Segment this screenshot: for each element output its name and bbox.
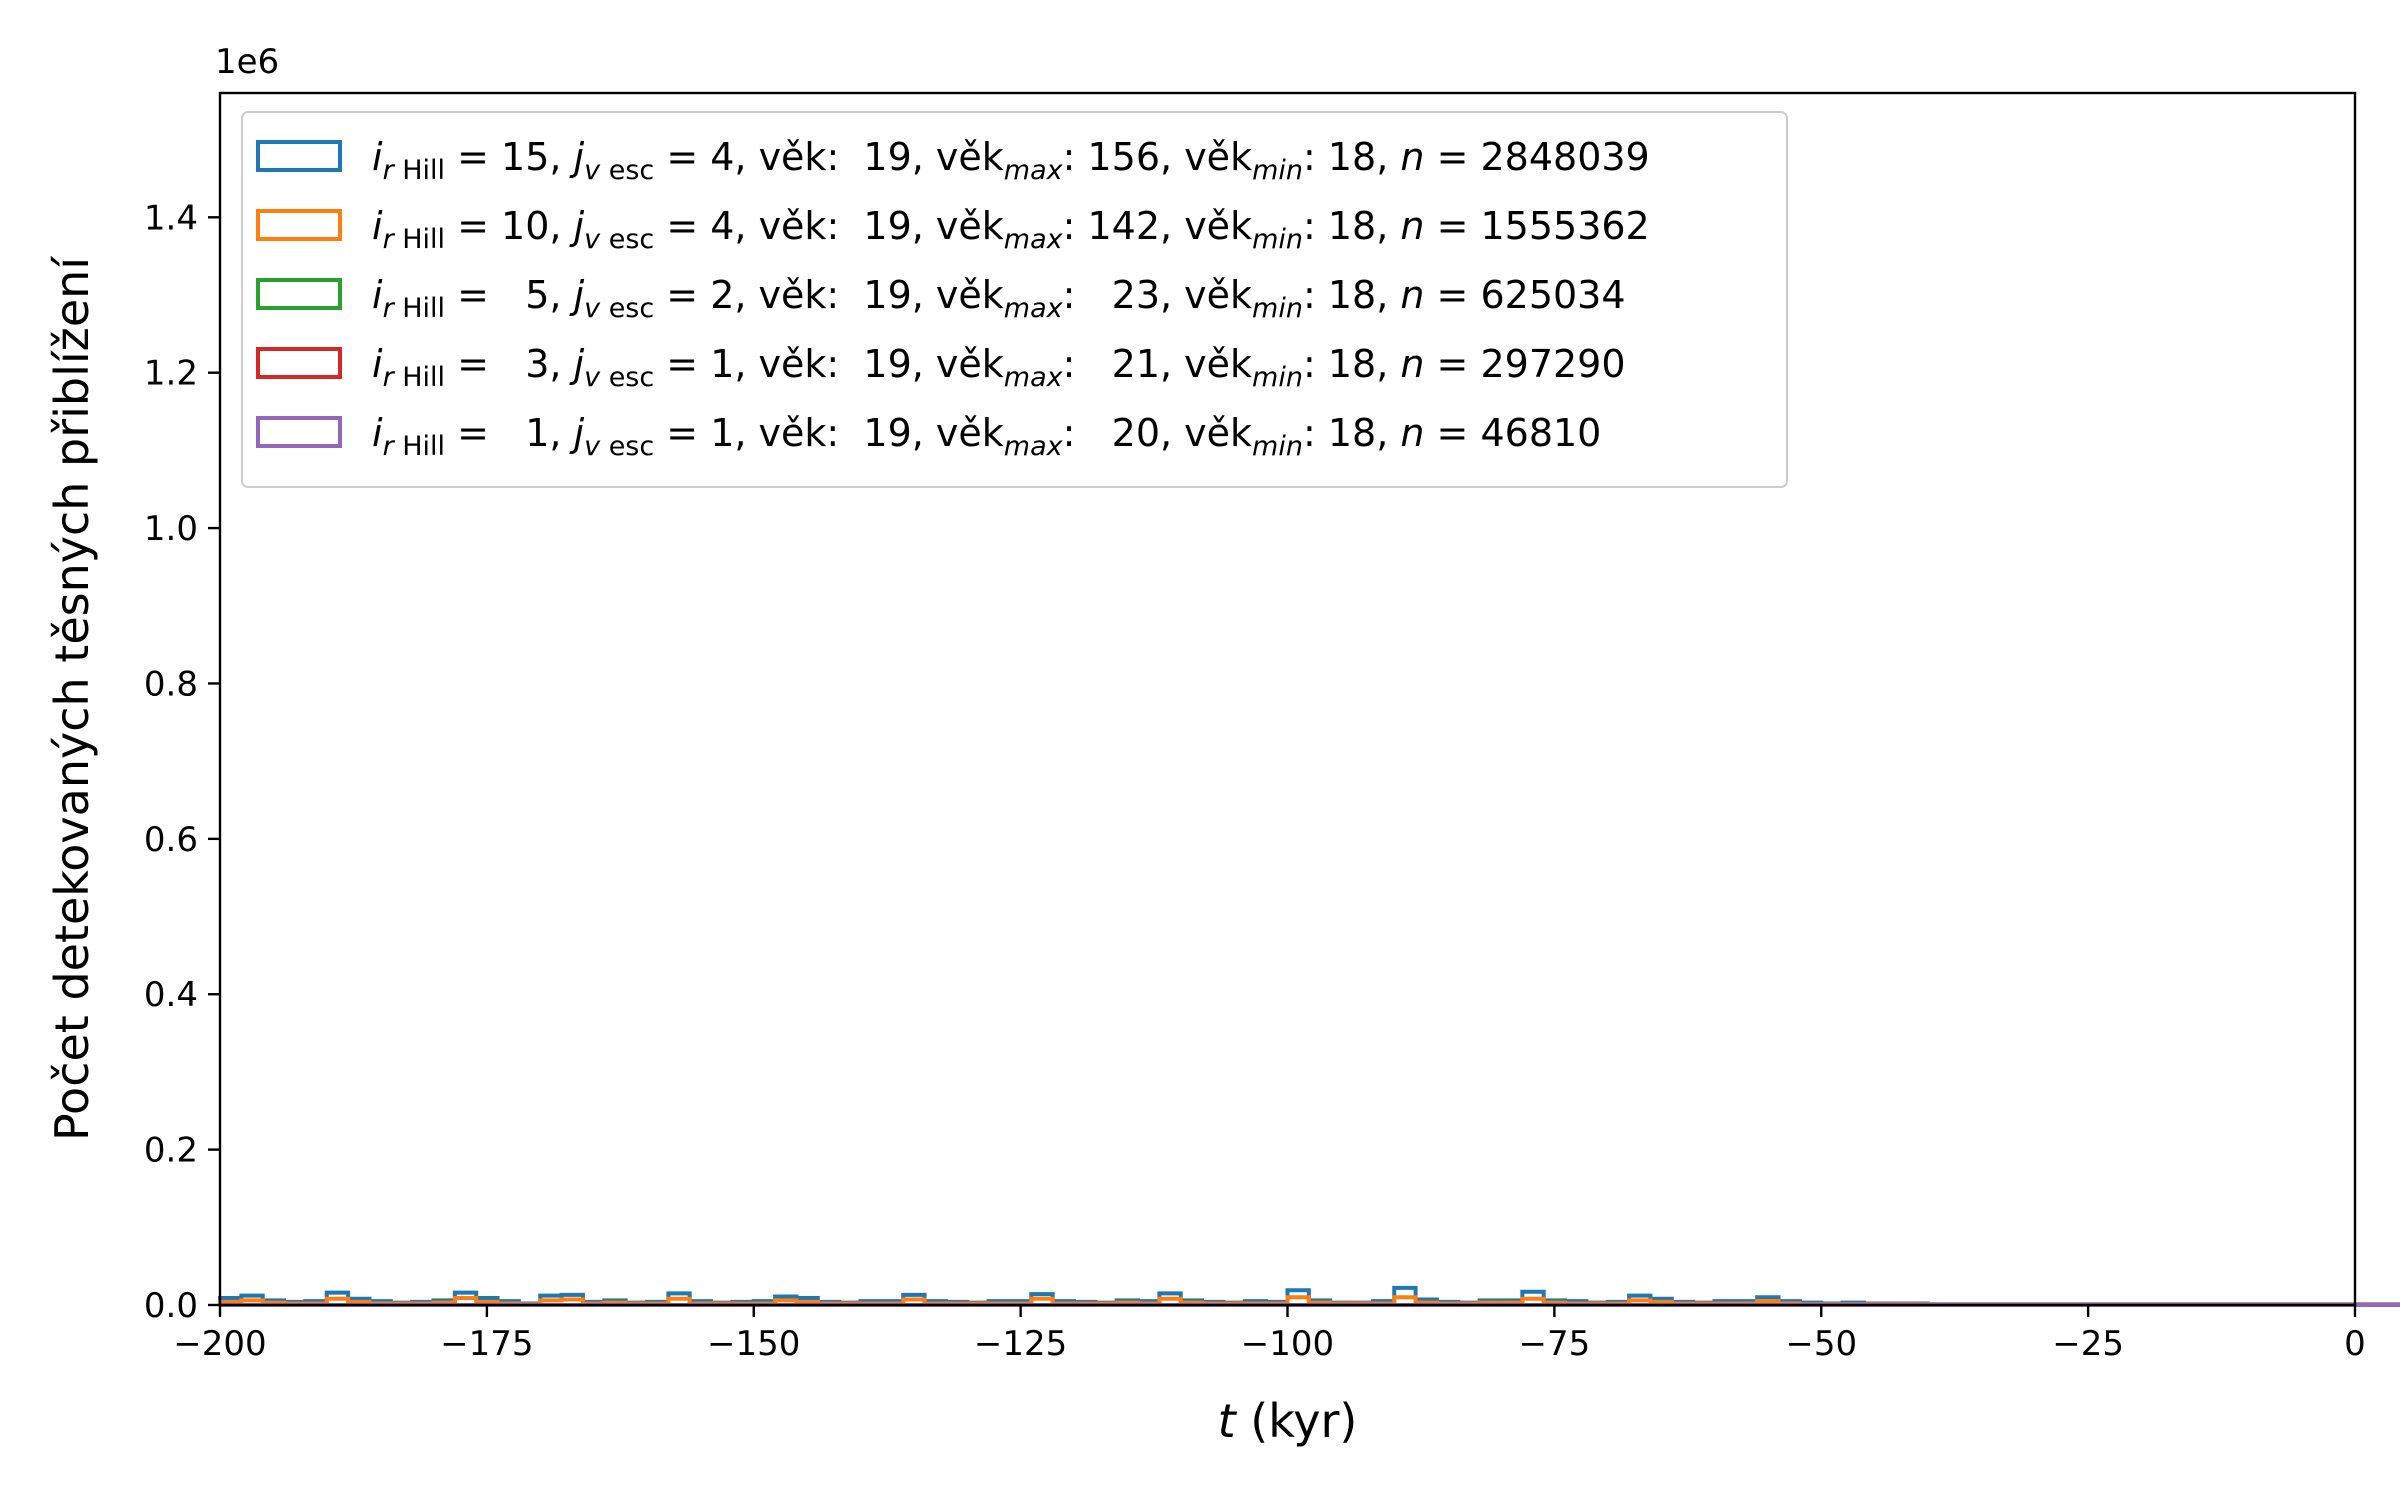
legend-entry: ir Hill = 15, jv esc = 4, věk: 19, věkma… xyxy=(372,135,1650,186)
x-tick-label: −125 xyxy=(974,1324,1067,1364)
y-tick-label: 0.6 xyxy=(144,820,198,860)
x-axis-unit: (kyr) xyxy=(1236,1394,1358,1448)
legend-entry: ir Hill = 1, jv esc = 1, věk: 19, věkmax… xyxy=(372,411,1601,462)
legend-entry: ir Hill = 5, jv esc = 2, věk: 19, věkmax… xyxy=(372,273,1626,324)
legend-swatch xyxy=(256,347,342,379)
legend-swatch xyxy=(256,140,342,172)
y-tick-label: 1.0 xyxy=(144,509,198,549)
legend-entry: ir Hill = 10, jv esc = 4, věk: 19, věkma… xyxy=(372,204,1650,255)
y-tick-label: 1.2 xyxy=(144,354,198,394)
y-tick-label: 0.8 xyxy=(144,664,198,704)
y-axis-ticks: 0.0 0.2 0.4 0.6 0.8 1.0 1.2 1.4 xyxy=(144,198,220,1326)
legend-swatch xyxy=(256,416,342,448)
y-tick-label: 0.2 xyxy=(144,1131,198,1171)
legend: ir Hill = 15, jv esc = 4, věk: 19, věkma… xyxy=(241,111,1788,488)
legend-box xyxy=(241,111,1788,488)
x-tick-label: −25 xyxy=(2052,1324,2124,1364)
x-tick-label: 0 xyxy=(2344,1324,2366,1364)
x-axis-variable: t xyxy=(1218,1394,1238,1448)
x-tick-label: −150 xyxy=(707,1324,800,1364)
x-tick-label: −175 xyxy=(440,1324,533,1364)
x-axis-label: t (kyr) xyxy=(1218,1394,1358,1448)
y-tick-label: 1.4 xyxy=(144,198,198,238)
y-scale-factor: 1e6 xyxy=(215,42,279,82)
x-tick-label: −75 xyxy=(1518,1324,1590,1364)
x-axis-ticks: −200 −175 −150 −125 −100 −75 −50 −25 0 xyxy=(173,1305,2366,1364)
legend-entry: ir Hill = 3, jv esc = 1, věk: 19, věkmax… xyxy=(372,342,1626,393)
legend-swatch xyxy=(256,278,342,310)
y-axis-label: Počet detekovaných těsných přiblížení xyxy=(45,256,99,1141)
legend-swatch xyxy=(256,209,342,241)
x-tick-label: −100 xyxy=(1241,1324,1334,1364)
y-tick-label: 0.0 xyxy=(144,1286,198,1326)
y-tick-label: 0.4 xyxy=(144,975,198,1015)
x-tick-label: −200 xyxy=(173,1324,266,1364)
x-tick-label: −50 xyxy=(1785,1324,1857,1364)
